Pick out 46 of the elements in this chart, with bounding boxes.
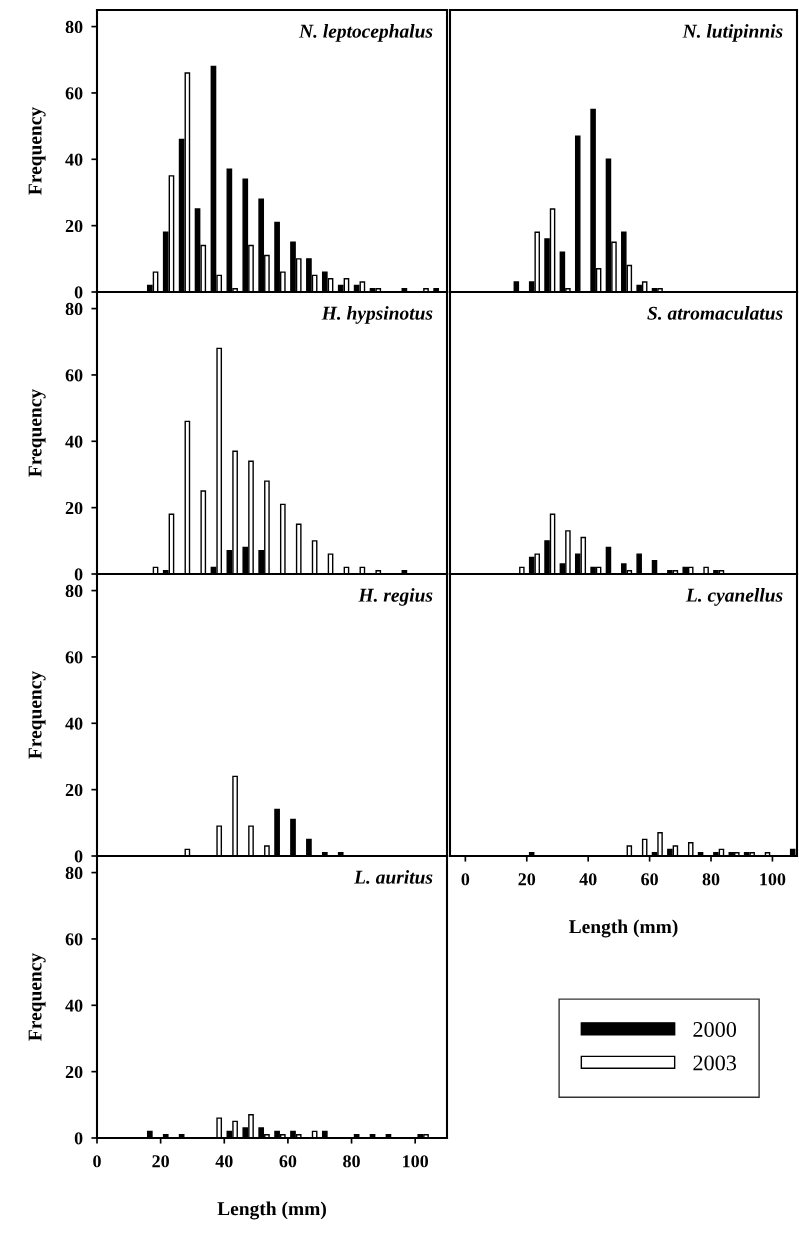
y-tick-label: 0 bbox=[74, 1132, 83, 1145]
y-tick-label: 40 bbox=[65, 999, 83, 1012]
x-tick-label: 0 bbox=[461, 873, 470, 886]
y-axis-title: Frequency bbox=[28, 671, 46, 759]
x-axis-title: Length (mm) bbox=[217, 1201, 326, 1220]
y-tick-label: 20 bbox=[65, 219, 83, 233]
y-tick-label: 80 bbox=[65, 20, 83, 34]
text: L. cyanellus bbox=[685, 588, 783, 606]
x-tick-label: 100 bbox=[403, 1155, 429, 1168]
x-tick-label: 0 bbox=[93, 1155, 101, 1168]
y-tick-label: 60 bbox=[65, 651, 83, 664]
y-tick-label: 80 bbox=[65, 302, 83, 316]
y-tick-label: 0 bbox=[74, 850, 83, 863]
text: L. auritus bbox=[353, 870, 433, 884]
y-tick-label: 40 bbox=[65, 717, 83, 730]
x-axis-title: Length (mm) bbox=[569, 919, 678, 938]
text: N. lutipinnis bbox=[682, 24, 783, 42]
text: H. regius bbox=[358, 588, 433, 606]
y-axis-title: Frequency bbox=[28, 953, 46, 1041]
y-tick-label: 40 bbox=[65, 435, 83, 448]
x-tick-label: 40 bbox=[215, 1155, 233, 1168]
y-tick-label: 60 bbox=[65, 369, 83, 382]
x-tick-label: 40 bbox=[579, 873, 597, 886]
x-tick-label: 80 bbox=[343, 1155, 360, 1168]
y-tick-label: 20 bbox=[65, 1065, 83, 1079]
x-tick-label: 20 bbox=[152, 1155, 169, 1168]
legend-label: 2000 bbox=[693, 1021, 737, 1037]
y-tick-label: 20 bbox=[65, 783, 83, 797]
y-tick-label: 40 bbox=[65, 153, 83, 166]
y-tick-label: 60 bbox=[65, 87, 83, 100]
y-tick-label: 0 bbox=[74, 286, 83, 299]
y-tick-label: 0 bbox=[74, 568, 83, 581]
x-tick-label: 60 bbox=[641, 873, 658, 886]
text: H. hypsinotus bbox=[321, 306, 433, 324]
y-axis-title: Frequency bbox=[28, 389, 46, 477]
x-tick-label: 60 bbox=[279, 1155, 297, 1168]
legend-label: 2003 bbox=[693, 1055, 737, 1071]
y-tick-label: 80 bbox=[65, 584, 83, 598]
y-axis-title: Frequency bbox=[28, 107, 46, 195]
text: S. atromaculatus bbox=[647, 306, 783, 320]
y-tick-label: 20 bbox=[65, 501, 83, 515]
text: N. leptocephalus bbox=[298, 24, 433, 42]
x-tick-label: 100 bbox=[760, 873, 786, 886]
x-tick-label: 80 bbox=[702, 873, 720, 886]
x-tick-label: 20 bbox=[518, 873, 536, 886]
y-tick-label: 60 bbox=[65, 933, 83, 946]
